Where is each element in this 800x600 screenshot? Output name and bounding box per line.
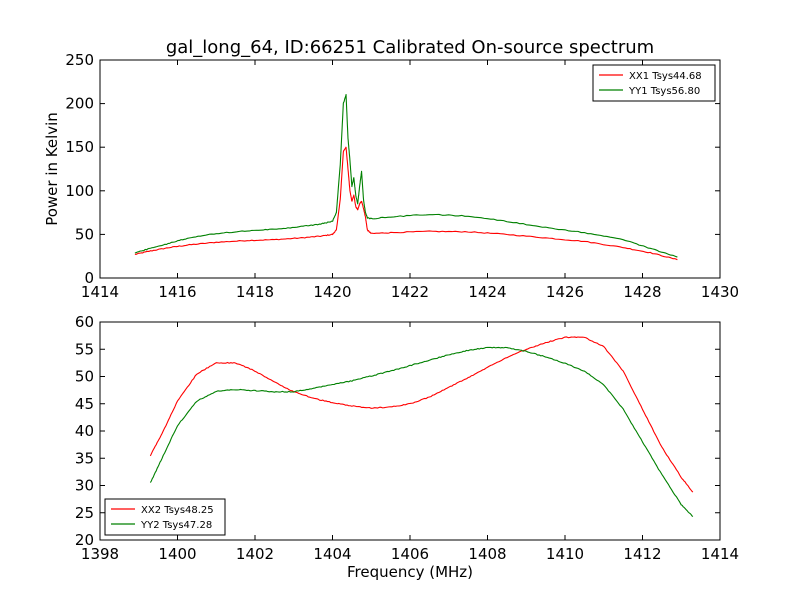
x-tick-label: 1430	[701, 283, 739, 301]
y-tick-label: 60	[75, 313, 94, 331]
top-plot-ticks: 1414 1416 1418 1420 1422 1424 1426 1428 1430 0 50 1…	[65, 51, 739, 301]
x-tick-label: 1406	[391, 545, 429, 563]
top-plot-frame	[99, 59, 721, 279]
legend-box	[592, 64, 716, 102]
y-tick-label: 100	[65, 182, 94, 200]
series-line-xx2	[149, 336, 694, 493]
x-tick-label: 1422	[391, 283, 429, 301]
bottom-plot-ticks: 1398 1400 1402 1404 1406 1408 1410 1412 1414 20 25…	[75, 313, 739, 563]
x-tick-label: 1408	[468, 545, 506, 563]
x-tick-label: 1418	[236, 283, 274, 301]
series-line-xx1	[134, 146, 678, 261]
legend-entry: YY2 Tsys47.28	[140, 520, 212, 531]
y-tick-label: 200	[65, 95, 94, 113]
x-tick-label: 1398	[81, 545, 119, 563]
x-tick-label: 1428	[623, 283, 661, 301]
y-tick-label: 25	[75, 504, 94, 522]
y-tick-label: 50	[75, 368, 94, 386]
x-tick-label: 1404	[313, 545, 351, 563]
top-y-axis-label: Power in Kelvin	[43, 112, 61, 226]
legend-entry: XX2 Tsys48.25	[141, 505, 214, 516]
y-tick-label: 35	[75, 449, 94, 467]
y-tick-label: 150	[65, 138, 94, 156]
y-tick-label: 30	[75, 477, 94, 495]
y-tick-label: 55	[75, 340, 94, 358]
top-plot: 1414 1416 1418 1420 1422 1424 1426 1428 1430 0 50 1…	[43, 51, 739, 301]
top-legend: XX1 Tsys44.68 YY1 Tsys56.80	[592, 64, 716, 102]
series-line-yy2	[149, 346, 694, 517]
x-tick-label: 1402	[236, 545, 274, 563]
x-tick-label: 1426	[546, 283, 584, 301]
bottom-plot-frame	[99, 321, 721, 541]
chart-title: gal_long_64, ID:66251 Calibrated On-sour…	[166, 37, 654, 58]
x-tick-label: 1416	[158, 283, 196, 301]
y-tick-label: 50	[75, 225, 94, 243]
y-tick-label: 45	[75, 395, 94, 413]
bottom-x-axis-label: Frequency (MHz)	[347, 563, 473, 581]
x-tick-label: 1420	[313, 283, 351, 301]
bottom-legend: XX2 Tsys48.25 YY2 Tsys47.28	[104, 498, 226, 536]
x-tick-label: 1414	[81, 283, 119, 301]
series-line-yy1	[134, 93, 678, 258]
y-tick-label: 0	[84, 269, 94, 287]
x-tick-label: 1424	[468, 283, 506, 301]
legend-box	[104, 498, 226, 536]
y-tick-label: 20	[75, 531, 94, 549]
x-tick-label: 1412	[623, 545, 661, 563]
legend-entry: XX1 Tsys44.68	[629, 71, 702, 82]
top-plot-series	[134, 93, 678, 261]
bottom-plot-series	[149, 336, 694, 517]
x-tick-label: 1400	[158, 545, 196, 563]
bottom-plot: 1398 1400 1402 1404 1406 1408 1410 1412 1414 20 25…	[75, 313, 739, 581]
x-tick-label: 1410	[546, 545, 584, 563]
y-tick-label: 250	[65, 51, 94, 69]
legend-entry: YY1 Tsys56.80	[628, 86, 700, 97]
y-tick-label: 40	[75, 422, 94, 440]
x-tick-label: 1414	[701, 545, 739, 563]
